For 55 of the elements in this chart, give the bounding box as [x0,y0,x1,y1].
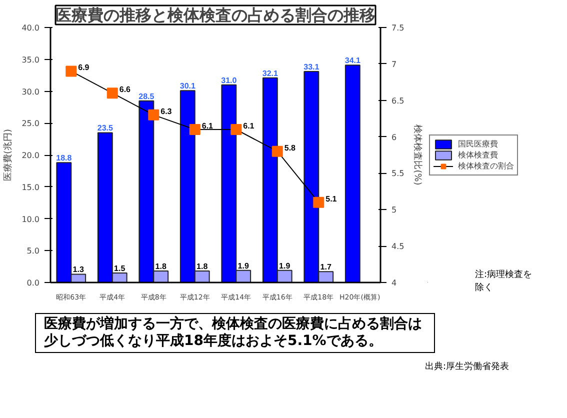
y2-axis-title: 検体検査比(%) [412,124,424,186]
data-label: 18.8 [56,154,72,163]
legend-label: 検体検査費 [458,149,498,160]
point [66,66,77,77]
source-note: 出典:厚生労働省発表 [425,361,510,374]
y-tick-label: 20.0 [22,151,40,160]
point [272,146,283,157]
text: 注:病理検査を除く [475,269,534,295]
data-label: 6.6 [119,85,132,94]
point [230,124,242,135]
y-tick-label: 35.0 [22,55,40,64]
data-label: 6.3 [160,106,172,116]
data-label: 34.1 [344,56,361,66]
data-label: 6.1 [202,122,214,130]
data-label: 23.5 [97,124,114,133]
data-label: 1.7 [320,262,332,272]
y2-tick-label: 5 [392,206,397,215]
y2-tick-label: 4 [392,278,397,288]
y-tick-label: 30.0 [22,87,40,96]
data-label: 5.8 [284,143,296,152]
data-label: 1.3 [72,265,84,274]
text: 医療費が増加する一方で、検体検査の医療費に占める割合は少しづつ低くなり平成18年度はおよそ5.1%である。 [35,313,435,353]
y2-tick-label: 4.5 [392,242,404,252]
point [189,124,200,135]
data-label: 31.0 [221,76,238,85]
legend-label: 検体検査の割合 [458,160,514,171]
y-tick-label: 10.0 [22,214,40,224]
y-tick-label: 0.0 [26,278,40,288]
y2-tick-label: 6 [392,132,397,142]
y2-tick-label: 7 [392,60,397,69]
data-label: 33.1 [304,62,320,72]
bar [344,64,360,282]
point [106,88,118,99]
point [148,109,160,120]
data-label: 30.1 [180,82,196,91]
point [313,196,324,208]
y-tick-label: 5.0 [26,246,40,256]
y-axis-title: 医療費(兆円) [2,128,14,182]
data-label: 1.9 [279,261,291,270]
legend-label: 国民医療費 [458,138,498,149]
data-label: 6.9 [78,63,90,72]
y-tick-label: 15.0 [22,182,40,192]
y-tick-label: 25.0 [22,119,40,128]
y2-tick-label: 7.5 [392,24,404,32]
data-label: 28.5 [138,92,155,101]
y-tick-label: 40.0 [22,24,40,32]
data-label: 1.8 [155,262,167,272]
data-label: 32.1 [262,68,278,78]
data-label: 1.5 [114,264,126,273]
y2-tick-label: 5.5 [392,169,404,178]
y2-tick-label: 6.5 [392,96,404,106]
data-label: 1.9 [238,261,250,270]
data-label: 1.8 [196,262,208,272]
data-label: 5.1 [326,194,338,204]
data-label: 6.1 [243,122,255,130]
